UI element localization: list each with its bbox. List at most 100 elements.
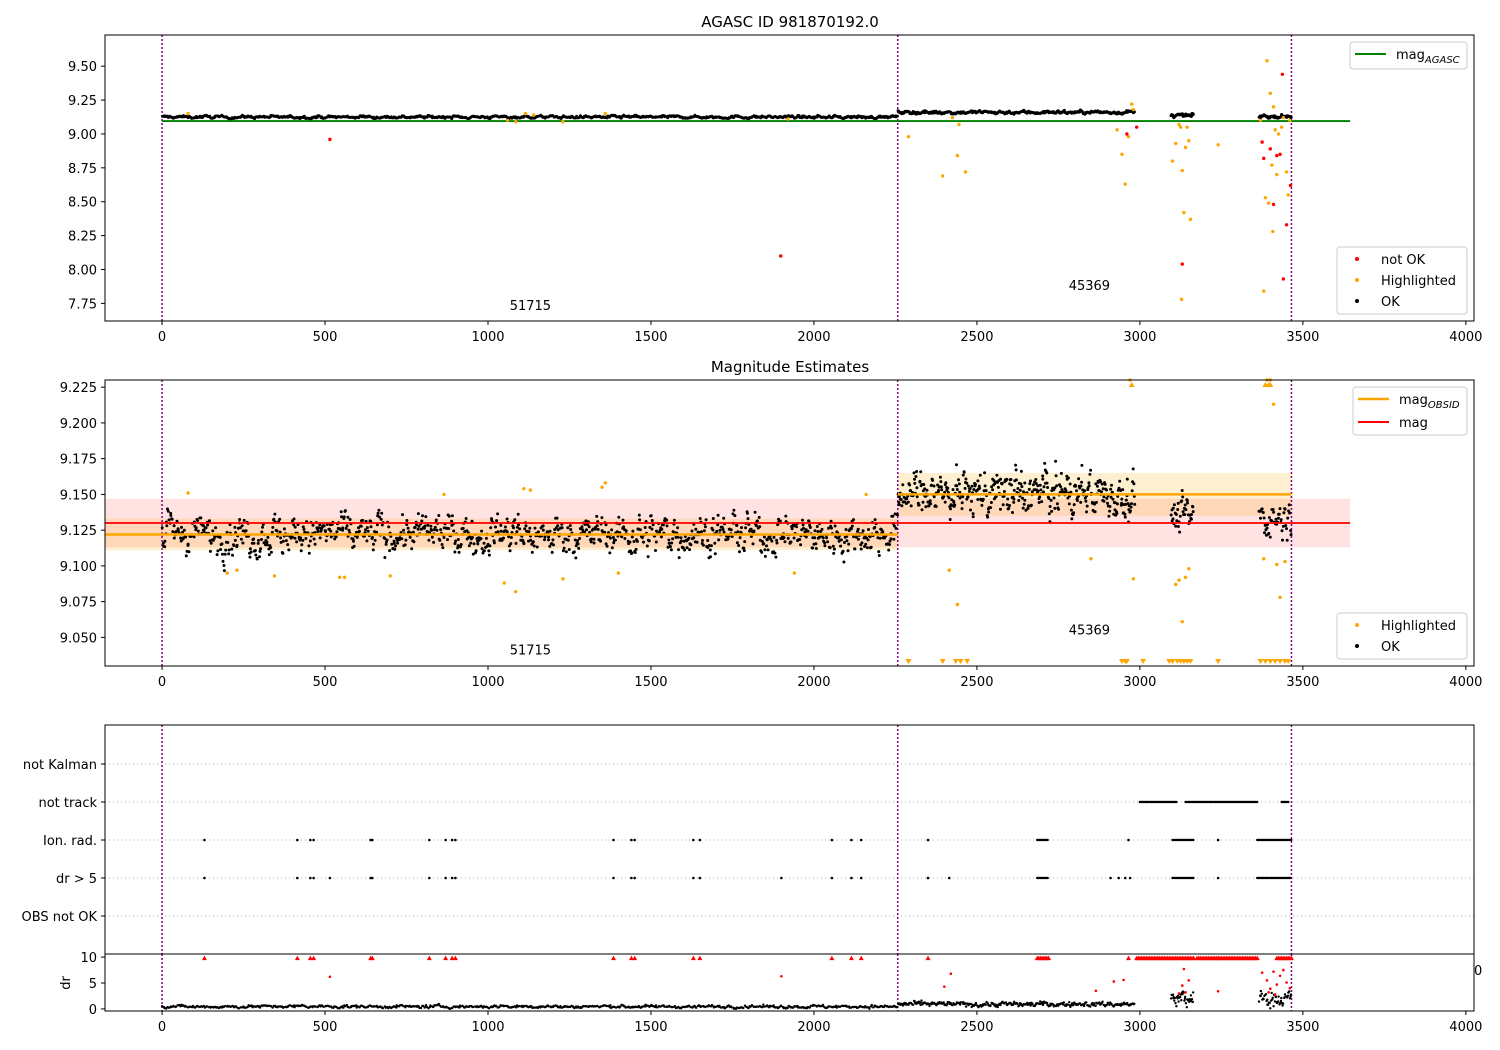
ok-point bbox=[955, 484, 959, 488]
highlighted-point bbox=[1279, 125, 1284, 129]
dr-point bbox=[710, 1003, 714, 1007]
ok-point bbox=[828, 546, 832, 550]
ok-point bbox=[530, 550, 534, 554]
ok-point bbox=[841, 549, 845, 553]
ok-point bbox=[1017, 499, 1021, 502]
ok-point bbox=[253, 549, 257, 552]
ok-point bbox=[529, 538, 533, 542]
ok-point bbox=[471, 552, 475, 556]
ok-point bbox=[742, 549, 746, 553]
ok-point bbox=[518, 527, 522, 531]
ok-point bbox=[252, 537, 256, 541]
ok-point bbox=[383, 536, 387, 540]
ok-point bbox=[1012, 500, 1016, 504]
ok-point bbox=[811, 546, 815, 550]
ok-point bbox=[1109, 487, 1113, 491]
dr-point bbox=[1260, 992, 1264, 995]
ok-point bbox=[499, 523, 503, 527]
ok-point bbox=[654, 549, 657, 552]
ok-point bbox=[1057, 507, 1060, 511]
ok-point bbox=[940, 488, 944, 492]
ok-point bbox=[259, 547, 263, 551]
dr-point bbox=[1271, 996, 1275, 999]
ok-point bbox=[318, 523, 322, 527]
ok-point bbox=[595, 524, 599, 528]
ok-point bbox=[299, 536, 303, 540]
ok-point bbox=[924, 505, 928, 509]
y-tick-label: 8.00 bbox=[68, 263, 97, 278]
ok-point bbox=[1176, 501, 1180, 505]
ok-point bbox=[630, 551, 634, 555]
observation-id-label: 51715 bbox=[510, 644, 551, 659]
dr-point bbox=[1190, 998, 1194, 1001]
dr-point bbox=[1266, 1003, 1270, 1006]
ok-point bbox=[643, 526, 647, 529]
ok-point bbox=[915, 495, 919, 499]
ok-point bbox=[429, 524, 433, 528]
dr-point bbox=[1262, 997, 1265, 1001]
ok-point bbox=[258, 555, 261, 559]
ok-point bbox=[640, 536, 644, 540]
ok-point bbox=[815, 525, 819, 528]
ok-point bbox=[1130, 489, 1134, 493]
highlighted-point bbox=[522, 486, 526, 491]
out-of-range-low-marker bbox=[1257, 659, 1264, 664]
highlighted-point bbox=[528, 488, 533, 492]
ok-point bbox=[801, 523, 805, 527]
ok-point bbox=[1268, 535, 1272, 539]
ok-point bbox=[469, 541, 473, 545]
axes-frame bbox=[104, 953, 1475, 1012]
ok-point bbox=[720, 525, 724, 529]
ok-point bbox=[371, 536, 374, 539]
ok-point bbox=[447, 527, 451, 530]
ok-point bbox=[679, 536, 683, 540]
y-tick-label: 5 bbox=[89, 977, 97, 992]
ok-point bbox=[633, 551, 637, 554]
dr-point bbox=[1277, 1000, 1280, 1003]
ok-point bbox=[508, 549, 512, 553]
ok-point bbox=[227, 548, 231, 552]
ok-point bbox=[1083, 496, 1087, 500]
ok-point bbox=[496, 530, 500, 534]
ok-point bbox=[922, 483, 926, 486]
ok-point bbox=[1184, 508, 1188, 512]
flag-event bbox=[370, 876, 374, 880]
ok-point bbox=[1080, 463, 1084, 467]
ok-point bbox=[668, 545, 672, 549]
ok-point bbox=[994, 495, 998, 498]
ok-point bbox=[293, 525, 297, 529]
highlighted-point bbox=[1187, 139, 1191, 143]
ok-point bbox=[604, 542, 608, 546]
ok-point bbox=[889, 537, 893, 541]
ok-point bbox=[1084, 499, 1088, 503]
dr-clipped-marker bbox=[610, 955, 616, 961]
ok-point bbox=[1178, 514, 1182, 518]
svg-text:magOBSID: magOBSID bbox=[1399, 393, 1460, 411]
dr-exceed-point bbox=[1268, 987, 1272, 991]
ok-point bbox=[459, 543, 463, 546]
ok-point bbox=[1174, 524, 1178, 528]
ok-point bbox=[1023, 481, 1027, 485]
ok-point bbox=[873, 525, 877, 529]
ok-point bbox=[1120, 497, 1124, 501]
ok-point bbox=[430, 528, 434, 532]
ok-point bbox=[1022, 490, 1025, 494]
ok-point bbox=[1133, 502, 1137, 506]
ok-point bbox=[987, 510, 991, 514]
highlighted-point bbox=[1126, 134, 1131, 139]
ok-point bbox=[986, 515, 990, 519]
y-tick-label: 9.050 bbox=[60, 631, 97, 646]
dr-point bbox=[1133, 1002, 1136, 1006]
ok-point bbox=[746, 517, 750, 521]
x-tick-label: 500 bbox=[313, 1020, 338, 1035]
ok-point bbox=[1006, 497, 1010, 501]
ok-point bbox=[346, 515, 350, 519]
ok-point bbox=[393, 547, 397, 551]
flag-event bbox=[1123, 876, 1127, 880]
ok-point bbox=[763, 548, 767, 552]
ok-point bbox=[450, 519, 454, 523]
dr-point bbox=[896, 1005, 899, 1009]
ok-point bbox=[821, 536, 825, 540]
y-tick-label: 9.175 bbox=[60, 453, 97, 468]
